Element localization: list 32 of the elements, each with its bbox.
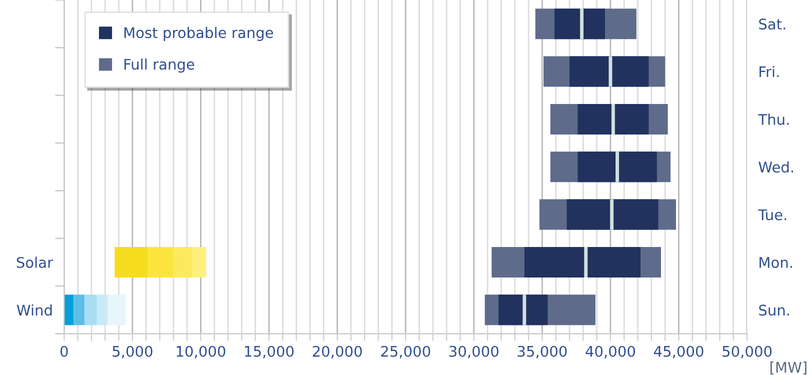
y2-tick-label: Tue. <box>758 209 786 220</box>
x-tick-label: 50,000 <box>722 346 772 358</box>
bar <box>192 246 206 278</box>
bar <box>74 294 85 326</box>
bar <box>84 294 97 326</box>
legend-label: Most probable range <box>124 26 274 41</box>
y-tick-label: Wind <box>16 304 52 316</box>
x-tick-label: 45,000 <box>654 346 704 358</box>
legend-label: Full range <box>124 58 194 73</box>
x-tick-label: 0 <box>60 346 68 357</box>
y2-tick-label: Sat. <box>759 18 786 30</box>
x-tick-label: 10,000 <box>176 346 226 358</box>
bar <box>108 294 126 326</box>
x-tick-label: 30,000 <box>449 346 498 358</box>
x-axis-title: [MW] <box>770 362 806 375</box>
y2-tick-label: Mon. <box>760 257 792 268</box>
bar <box>147 246 174 278</box>
x-tick-label: 20,000 <box>312 346 362 358</box>
x-tick-label: 15,000 <box>245 346 294 358</box>
x-tick-label: 25,000 <box>381 346 430 358</box>
y2-tick-label: Thu. <box>758 114 789 125</box>
x-tick-label: 5,000 <box>112 346 152 358</box>
x-tick-label: 35,000 <box>518 346 567 358</box>
bar <box>64 294 74 326</box>
y2-tick-label: Wed. <box>758 161 794 173</box>
y2-tick-label: Sun. <box>759 304 789 316</box>
y2-tick-label: Fri. <box>760 66 779 78</box>
bar <box>114 246 148 278</box>
y-tick-label: Solar <box>16 256 54 268</box>
x-tick-label: 40,000 <box>586 346 636 358</box>
bar <box>96 294 108 326</box>
bar <box>173 246 193 278</box>
